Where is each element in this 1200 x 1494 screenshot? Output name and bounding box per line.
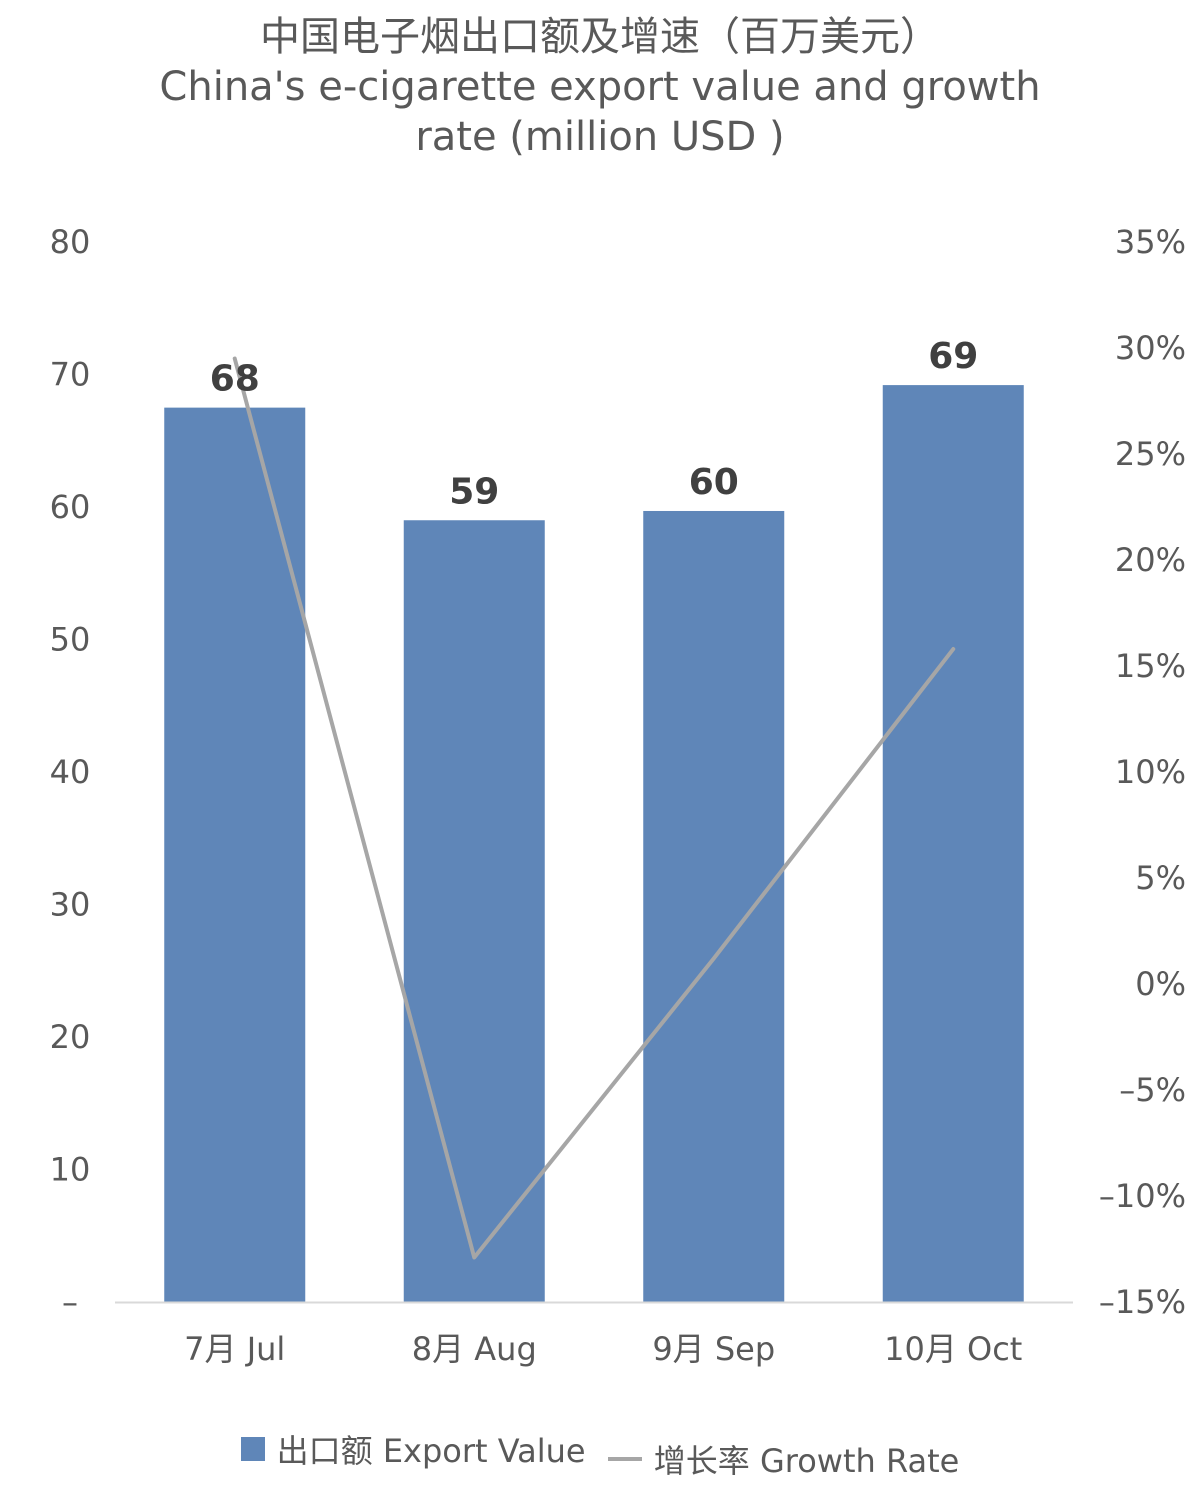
legend-swatch-line bbox=[607, 1457, 642, 1461]
data-label-export-value: 59 bbox=[449, 471, 499, 512]
data-label-export-value: 69 bbox=[928, 336, 978, 377]
data-label-export-value: 60 bbox=[689, 462, 739, 503]
legend-label-export-value: 出口额 Export Value bbox=[276, 1432, 586, 1470]
legend-label-growth-rate: 增长率 Growth Rate bbox=[653, 1442, 960, 1480]
legend-item-growth-rate: 增长率 Growth Rate bbox=[607, 1436, 960, 1482]
data-label-export-value: 68 bbox=[210, 359, 260, 400]
chart-title-en-line1: China's e-cigarette export value and gro… bbox=[159, 64, 1041, 110]
y-left-tick-label: – bbox=[62, 1283, 78, 1321]
y-left-tick-label: 70 bbox=[50, 356, 91, 394]
y-left-tick-label: 10 bbox=[50, 1151, 91, 1189]
bar-export-value bbox=[164, 407, 306, 1302]
bar-export-value bbox=[643, 510, 785, 1303]
y-right-tick-label: –5% bbox=[1119, 1071, 1186, 1109]
x-tick-label: 8月 Aug bbox=[412, 1330, 537, 1368]
bar-export-value bbox=[403, 520, 545, 1302]
line-growth-rate bbox=[232, 356, 956, 1260]
y-left-tick-label: 20 bbox=[50, 1018, 91, 1056]
legend-swatch-bar bbox=[240, 1437, 265, 1461]
bar-export-value bbox=[882, 385, 1024, 1303]
x-tick-label: 9月 Sep bbox=[652, 1330, 775, 1368]
y-left-tick-label: 60 bbox=[50, 488, 91, 526]
y-right-tick-label: 20% bbox=[1115, 541, 1186, 579]
y-right-tick-label: 0% bbox=[1135, 965, 1186, 1003]
x-tick-label: 7月 Jul bbox=[184, 1330, 285, 1368]
y-right-tick-label: 35% bbox=[1115, 223, 1186, 261]
y-right-tick-label: –15% bbox=[1099, 1283, 1186, 1321]
y-left-tick-label: 30 bbox=[50, 886, 91, 924]
y-right-tick-label: 15% bbox=[1115, 647, 1186, 685]
y-left-tick-label: 80 bbox=[50, 223, 91, 261]
chart-title-zh: 中国电子烟出口额及增速（百万美元） bbox=[260, 14, 940, 60]
chart-legend: 出口额 Export Value 增长率 Growth Rate bbox=[0, 1426, 1200, 1482]
y-right-tick-label: 10% bbox=[1115, 753, 1186, 791]
y-right-tick-label: –10% bbox=[1099, 1177, 1186, 1215]
y-right-tick-label: 25% bbox=[1115, 435, 1186, 473]
legend-item-export-value: 出口额 Export Value bbox=[240, 1426, 586, 1472]
y-left-tick-label: 50 bbox=[50, 621, 91, 659]
y-left-tick-label: 40 bbox=[50, 753, 91, 791]
x-tick-label: 10月 Oct bbox=[884, 1330, 1022, 1368]
y-right-tick-label: 30% bbox=[1115, 329, 1186, 367]
chart-title-en-line2: rate (million USD ) bbox=[415, 114, 785, 160]
y-right-tick-label: 5% bbox=[1135, 859, 1186, 897]
